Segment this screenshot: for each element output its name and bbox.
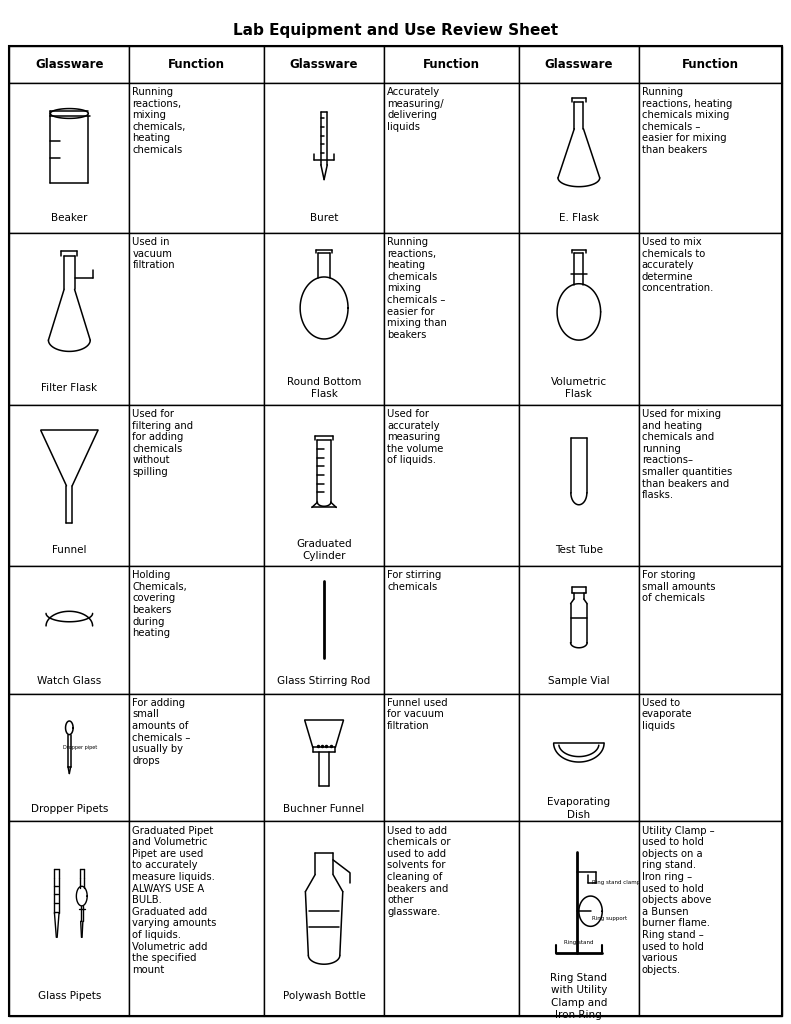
Text: Glassware: Glassware [290, 58, 358, 71]
Text: Utility Clamp –
used to hold
objects on a
ring stand.
Iron ring –
used to hold
o: Utility Clamp – used to hold objects on … [642, 825, 714, 975]
Bar [519, 46, 638, 83]
Bar [638, 566, 782, 693]
Text: For adding
small
amounts of
chemicals –
usually by
drops: For adding small amounts of chemicals – … [132, 697, 191, 766]
Text: Sample Vial: Sample Vial [548, 676, 610, 686]
Bar [129, 566, 264, 693]
Bar [638, 406, 782, 566]
Text: Function: Function [682, 58, 739, 71]
Bar [264, 693, 384, 821]
Text: Funnel used
for vacuum
filtration: Funnel used for vacuum filtration [387, 697, 448, 731]
Text: Glass Stirring Rod: Glass Stirring Rod [278, 676, 371, 686]
Bar [638, 693, 782, 821]
Bar [519, 821, 638, 1016]
Text: Ring Stand
with Utility
Clamp and
Iron Ring: Ring Stand with Utility Clamp and Iron R… [551, 973, 607, 1020]
Bar [9, 566, 129, 693]
Text: Volumetric
Flask: Volumetric Flask [551, 377, 607, 399]
Text: Graduated
Cylinder: Graduated Cylinder [297, 539, 352, 561]
Text: Used to mix
chemicals to
accurately
determine
concentration.: Used to mix chemicals to accurately dete… [642, 237, 714, 293]
Bar [638, 821, 782, 1016]
Text: Dropper pipet: Dropper pipet [63, 744, 98, 750]
Text: Used for mixing
and heating
chemicals and
running
reactions–
smaller quantities
: Used for mixing and heating chemicals an… [642, 410, 732, 501]
Bar [264, 821, 384, 1016]
Bar [9, 83, 129, 232]
Bar [9, 693, 129, 821]
Text: Watch Glass: Watch Glass [37, 676, 101, 686]
Text: Graduated Pipet
and Volumetric
Pipet are used
to accurately
measure liquids.
ALW: Graduated Pipet and Volumetric Pipet are… [132, 825, 217, 975]
Text: Used to add
chemicals or
used to add
solvents for
cleaning of
beakers and
other
: Used to add chemicals or used to add sol… [387, 825, 451, 916]
Bar [519, 83, 638, 232]
Text: For storing
small amounts
of chemicals: For storing small amounts of chemicals [642, 570, 715, 603]
Text: Glass Pipets: Glass Pipets [38, 991, 101, 1001]
Text: Running
reactions,
mixing
chemicals,
heating
chemicals: Running reactions, mixing chemicals, hea… [132, 87, 186, 155]
Text: Ring support: Ring support [592, 915, 627, 921]
Text: Lab Equipment and Use Review Sheet: Lab Equipment and Use Review Sheet [233, 23, 558, 38]
Text: Used for
filtering and
for adding
chemicals
without
spilling: Used for filtering and for adding chemic… [132, 410, 194, 477]
Bar [264, 406, 384, 566]
Text: Glassware: Glassware [35, 58, 104, 71]
Text: Dropper Pipets: Dropper Pipets [31, 804, 108, 814]
Text: E. Flask: E. Flask [559, 213, 599, 223]
Text: Function: Function [423, 58, 480, 71]
Bar [129, 821, 264, 1016]
Bar [264, 566, 384, 693]
Bar [264, 46, 384, 83]
Bar [384, 232, 519, 406]
Text: Beaker: Beaker [51, 213, 88, 223]
Bar [129, 83, 264, 232]
Text: Test Tube: Test Tube [554, 545, 603, 555]
Bar [129, 232, 264, 406]
Bar [9, 406, 129, 566]
Text: Buret: Buret [310, 213, 339, 223]
Bar [384, 83, 519, 232]
Text: Buchner Funnel: Buchner Funnel [283, 804, 365, 814]
Bar [519, 232, 638, 406]
Text: Filter Flask: Filter Flask [41, 383, 97, 393]
Text: Function: Function [168, 58, 225, 71]
Bar [129, 693, 264, 821]
Bar [384, 821, 519, 1016]
Bar [129, 406, 264, 566]
Text: Used to
evaporate
liquids: Used to evaporate liquids [642, 697, 692, 731]
Bar [9, 232, 129, 406]
Bar [519, 566, 638, 693]
Bar [384, 566, 519, 693]
Bar [519, 406, 638, 566]
Text: Used in
vacuum
filtration: Used in vacuum filtration [132, 237, 175, 270]
Bar [384, 406, 519, 566]
Bar [9, 821, 129, 1016]
Bar [638, 83, 782, 232]
Text: Holding
Chemicals,
covering
beakers
during
heating: Holding Chemicals, covering beakers duri… [132, 570, 187, 638]
Text: Accurately
measuring/
delivering
liquids: Accurately measuring/ delivering liquids [387, 87, 444, 132]
Text: Evaporating
Dish: Evaporating Dish [547, 798, 611, 820]
Text: Used for
accurately
measuring
the volume
of liquids.: Used for accurately measuring the volume… [387, 410, 444, 466]
Bar [638, 46, 782, 83]
Bar [638, 232, 782, 406]
Bar [264, 83, 384, 232]
Bar [9, 46, 129, 83]
Bar [384, 693, 519, 821]
Bar [519, 693, 638, 821]
Bar [129, 46, 264, 83]
Text: Funnel: Funnel [52, 545, 86, 555]
Text: Ring stand: Ring stand [564, 940, 593, 944]
Text: Running
reactions,
heating
chemicals
mixing
chemicals –
easier for
mixing than
b: Running reactions, heating chemicals mix… [387, 237, 447, 340]
Text: Running
reactions, heating
chemicals mixing
chemicals –
easier for mixing
than b: Running reactions, heating chemicals mix… [642, 87, 732, 155]
Text: Ring stand clamp: Ring stand clamp [592, 880, 641, 885]
Text: For stirring
chemicals: For stirring chemicals [387, 570, 441, 592]
Text: Polywash Bottle: Polywash Bottle [282, 991, 365, 1001]
Bar [264, 232, 384, 406]
Bar [384, 46, 519, 83]
Text: Round Bottom
Flask: Round Bottom Flask [287, 377, 361, 399]
Text: Glassware: Glassware [545, 58, 613, 71]
